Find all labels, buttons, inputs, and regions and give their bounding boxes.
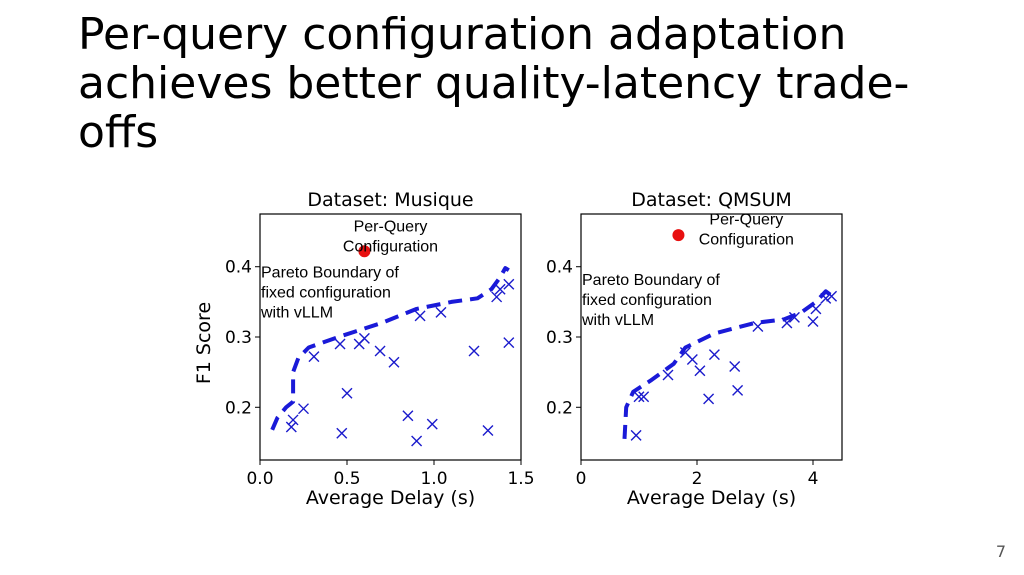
config-point — [334, 338, 346, 350]
config-point — [285, 421, 297, 433]
pareto-boundary-line — [622, 289, 832, 440]
config-point — [435, 306, 447, 318]
config-point — [414, 310, 426, 322]
x-tick-label: 1.5 — [507, 469, 534, 489]
page-number: 7 — [995, 542, 1006, 561]
config-point — [732, 384, 744, 396]
y-tick-label: 0.3 — [225, 328, 252, 348]
config-point — [287, 414, 299, 426]
plot-qmsum: 0 2 4 0.2 0.3 0.4 Dataset: QMSUM Average Delay … — [546, 189, 843, 509]
y-tick-label: 0.2 — [225, 398, 252, 418]
plot-musique: 0.0 0.5 1.0 1.5 0.2 0.3 0.4 Dataset: Musique Ave… — [193, 189, 535, 509]
annotation-line: with vLLM — [260, 304, 333, 321]
config-point — [638, 391, 650, 403]
annotation-line: Per-Query — [709, 212, 783, 229]
slide-title-line-3: offs — [78, 107, 159, 158]
per-query-point — [672, 229, 685, 242]
config-point — [411, 435, 423, 447]
chart-title: Dataset: QMSUM — [631, 189, 792, 211]
config-point — [630, 429, 642, 441]
x-tick-label: 0.5 — [333, 469, 360, 489]
annotation-line: Configuration — [699, 232, 794, 249]
annotation-line: Pareto Boundary of — [261, 264, 399, 281]
annotation-pareto: Pareto Boundary of fixed configuration wit… — [260, 264, 399, 321]
config-point — [807, 316, 819, 328]
x-tick-label: 0.0 — [246, 469, 273, 489]
pareto-boundary-line — [270, 266, 510, 431]
config-point — [633, 391, 645, 403]
annotation-line: with vLLM — [581, 312, 654, 329]
y-axis-label: F1 Score — [193, 302, 215, 384]
config-point — [491, 291, 503, 303]
config-point — [388, 356, 400, 368]
config-point — [482, 424, 494, 436]
annotation-line: Pareto Boundary of — [582, 272, 720, 289]
x-tick-label: 2 — [692, 469, 703, 489]
y-tick-label: 0.3 — [546, 328, 573, 348]
config-point — [703, 393, 715, 405]
config-point — [402, 410, 414, 422]
x-tick-label: 4 — [808, 469, 819, 489]
annotation-line: fixed configuration — [582, 292, 712, 309]
config-point — [494, 283, 506, 295]
config-point — [298, 403, 309, 415]
config-point — [686, 353, 698, 365]
config-point — [662, 369, 674, 381]
config-point — [503, 337, 515, 349]
config-point — [426, 418, 438, 430]
annotation-line: Configuration — [343, 239, 438, 256]
config-point — [308, 351, 320, 363]
annotation-per-query: Per-Query Configuration — [699, 212, 794, 249]
slide-title-line-2: achieves better quality-latency trade- — [78, 58, 910, 109]
config-point — [336, 427, 348, 439]
annotation-line: Per-Query — [354, 219, 428, 236]
x-axis-label: Average Delay (s) — [306, 487, 475, 509]
y-tick-label: 0.2 — [546, 398, 573, 418]
x-axis-label: Average Delay (s) — [627, 487, 796, 509]
config-point — [503, 278, 515, 290]
config-point — [468, 345, 480, 357]
plot-frame — [580, 213, 843, 461]
config-point — [729, 361, 741, 373]
config-point — [694, 365, 706, 377]
annotation-line: fixed configuration — [261, 284, 391, 301]
config-point — [708, 349, 720, 361]
y-tick-label: 0.4 — [546, 258, 573, 278]
chart-title: Dataset: Musique — [307, 189, 473, 211]
annotation-per-query: Per-Query Configuration — [343, 219, 438, 256]
x-tick-label: 1.0 — [420, 469, 447, 489]
y-tick-label: 0.4 — [225, 258, 252, 278]
slide-title-line-1: Per-query configuration adaptation — [78, 9, 847, 60]
annotation-pareto: Pareto Boundary of fixed configuration wit… — [581, 272, 720, 329]
config-point — [341, 387, 353, 399]
per-query-point — [358, 245, 371, 258]
x-tick-label: 0 — [576, 469, 587, 489]
config-point — [358, 332, 370, 344]
slide-title: Per-query configuration adaptation achie… — [78, 10, 938, 157]
config-point — [374, 345, 386, 357]
